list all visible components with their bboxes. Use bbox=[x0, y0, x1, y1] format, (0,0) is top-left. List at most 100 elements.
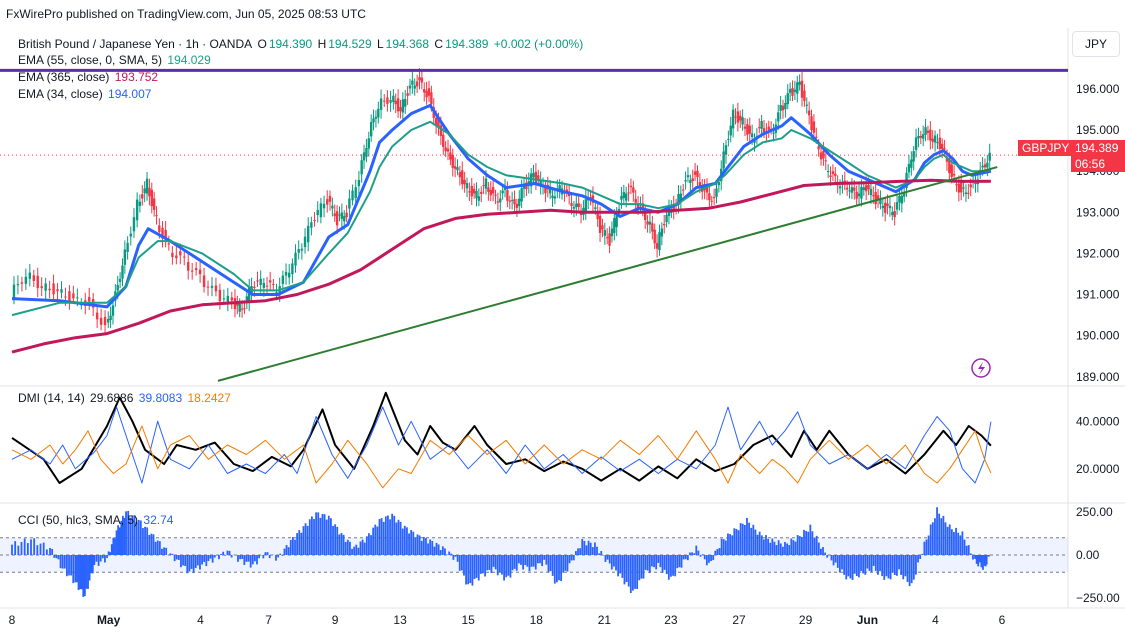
cci-bar bbox=[501, 555, 503, 575]
cci-bar bbox=[615, 555, 617, 571]
cci-bar bbox=[975, 555, 978, 564]
cci-bar bbox=[249, 555, 252, 568]
candle-body bbox=[803, 90, 806, 101]
candle-body bbox=[243, 308, 246, 310]
cci-bar bbox=[479, 555, 482, 574]
candle-body bbox=[548, 188, 552, 194]
attribution: FxWirePro published on TradingView.com, … bbox=[6, 7, 366, 21]
ema55-legend[interactable]: EMA (55, close, 0, SMA, 5) 194.029 bbox=[18, 53, 213, 67]
cci-bar bbox=[317, 512, 320, 555]
candle-body bbox=[411, 80, 414, 85]
candle-body bbox=[99, 317, 103, 325]
cci-bar bbox=[95, 555, 98, 562]
candle-body bbox=[236, 303, 239, 306]
cci-bar bbox=[188, 555, 191, 572]
cci-bar bbox=[898, 555, 900, 570]
cci-bar bbox=[980, 555, 983, 568]
candle-body bbox=[451, 154, 454, 168]
candle-body bbox=[712, 197, 716, 199]
currency-button[interactable]: JPY bbox=[1072, 31, 1120, 57]
cci-bar bbox=[351, 548, 353, 555]
cci-bar bbox=[722, 539, 725, 555]
candle-body bbox=[665, 215, 668, 223]
cci-bar bbox=[14, 541, 17, 555]
cci-bar bbox=[114, 538, 116, 555]
cci-bar bbox=[243, 555, 246, 565]
candle-body bbox=[367, 138, 370, 149]
cci-bar bbox=[473, 555, 476, 580]
cci-bar bbox=[289, 540, 292, 555]
candle-body bbox=[150, 189, 153, 207]
bar-countdown-badge: 06:56 bbox=[1071, 156, 1125, 172]
candle-body bbox=[520, 188, 523, 202]
candle-body bbox=[167, 243, 171, 245]
y-tick-label: 195.000 bbox=[1076, 123, 1120, 137]
candle-body bbox=[822, 150, 825, 159]
cci-bar bbox=[148, 534, 151, 555]
cci-bar bbox=[727, 533, 729, 555]
candle-body bbox=[857, 193, 861, 197]
candle-body bbox=[444, 147, 447, 152]
candle-body bbox=[408, 85, 412, 89]
cci-bar bbox=[965, 545, 968, 555]
cci-legend[interactable]: CCI (50, hlc3, SMA, 5) 32.74 bbox=[18, 513, 175, 527]
cci-bar bbox=[967, 545, 970, 555]
cci-bar bbox=[330, 518, 332, 555]
candle-body bbox=[379, 98, 383, 110]
cci-bar bbox=[534, 555, 537, 570]
cci-bar bbox=[39, 543, 42, 555]
cci-bar bbox=[277, 555, 280, 558]
candle-body bbox=[194, 268, 198, 271]
cci-bar bbox=[454, 555, 457, 557]
cci-bar bbox=[855, 555, 858, 577]
dmi-legend[interactable]: DMI (14, 14) 29.6886 39.8083 18.2427 bbox=[18, 391, 233, 405]
cci-bar bbox=[17, 545, 20, 555]
cci-bar bbox=[748, 522, 750, 555]
cci-bar bbox=[370, 535, 372, 555]
cci-bar bbox=[775, 545, 778, 555]
cci-bar bbox=[819, 548, 822, 555]
cci-bar bbox=[927, 535, 930, 555]
candle-body bbox=[960, 182, 963, 193]
cci-bar bbox=[156, 540, 159, 555]
cci-bar bbox=[218, 555, 220, 560]
cci-bar bbox=[101, 555, 104, 559]
cci-bar bbox=[672, 555, 674, 576]
x-tick-label: 27 bbox=[732, 613, 746, 627]
candle-body bbox=[126, 242, 129, 253]
cci-bar bbox=[896, 555, 898, 576]
cci-bar bbox=[636, 555, 639, 589]
cci-bar bbox=[93, 555, 96, 565]
ema34-legend[interactable]: EMA (34, close) 194.007 bbox=[18, 87, 153, 101]
cci-bar bbox=[912, 555, 915, 580]
candle-body bbox=[532, 172, 535, 178]
candle-body bbox=[715, 188, 718, 197]
candle-body bbox=[969, 184, 972, 188]
candle-body bbox=[331, 205, 334, 209]
candle-body bbox=[952, 173, 956, 176]
cci-bar bbox=[638, 555, 641, 581]
cci-bar bbox=[813, 537, 816, 555]
y-tick-label: 250.00 bbox=[1076, 505, 1113, 519]
candle-body bbox=[967, 192, 970, 194]
candle-body bbox=[786, 93, 789, 105]
cci-bar bbox=[572, 555, 575, 561]
cci-bar bbox=[131, 515, 134, 555]
candle-body bbox=[964, 192, 968, 195]
cci-value: 32.74 bbox=[143, 513, 174, 527]
cci-bar bbox=[917, 555, 919, 563]
cci-bar bbox=[353, 546, 356, 555]
candle-body bbox=[121, 265, 124, 279]
cci-bar bbox=[562, 555, 565, 573]
cci-bar bbox=[684, 555, 687, 560]
cci-bar bbox=[298, 530, 301, 555]
cci-bar bbox=[361, 539, 364, 555]
ema365-legend[interactable]: EMA (365, close) 193.752 bbox=[18, 70, 160, 84]
cci-bar bbox=[196, 555, 199, 566]
cci-bar bbox=[758, 531, 761, 555]
candle-body bbox=[684, 180, 687, 182]
candle-body bbox=[734, 116, 737, 118]
candle-body bbox=[310, 222, 313, 228]
candle-body bbox=[64, 296, 67, 298]
